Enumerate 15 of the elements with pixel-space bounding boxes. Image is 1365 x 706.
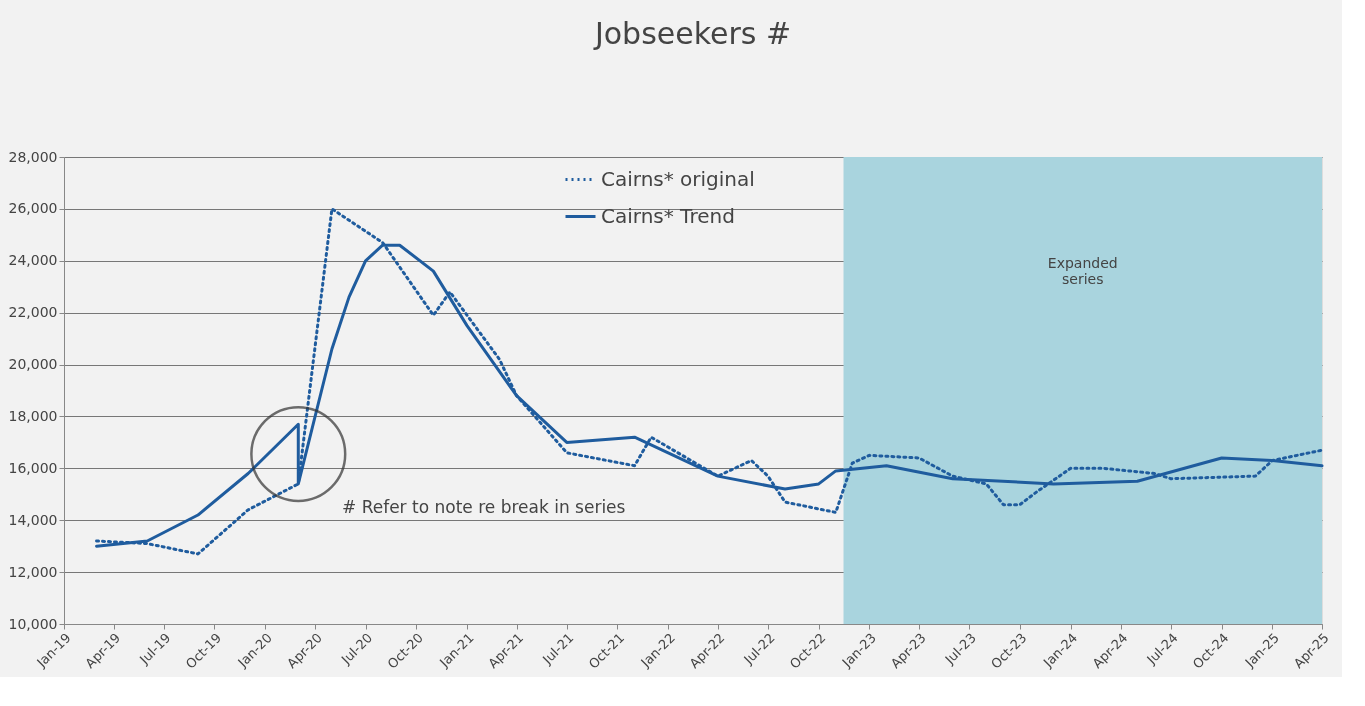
y-tick-label: 26,000 (8, 200, 58, 217)
y-tick-label: 24,000 (8, 252, 58, 269)
legend-label: Cairns* Trend (601, 203, 735, 228)
y-tick-label: 14,000 (8, 511, 58, 528)
y-tick-label: 28,000 (8, 148, 58, 165)
annotation: # Refer to note re break in series (342, 497, 626, 517)
legend-label: Cairns* original (601, 166, 755, 191)
y-tick-label: 20,000 (8, 356, 58, 373)
y-tick-label: 12,000 (8, 563, 58, 580)
chart-title: Jobseekers # (592, 16, 792, 51)
band-label: Expanded series (1047, 255, 1118, 287)
y-tick-label: 10,000 (8, 615, 58, 632)
y-tick-label: 22,000 (8, 304, 58, 321)
y-tick-label: 16,000 (8, 459, 58, 476)
y-tick-label: 18,000 (8, 407, 58, 424)
